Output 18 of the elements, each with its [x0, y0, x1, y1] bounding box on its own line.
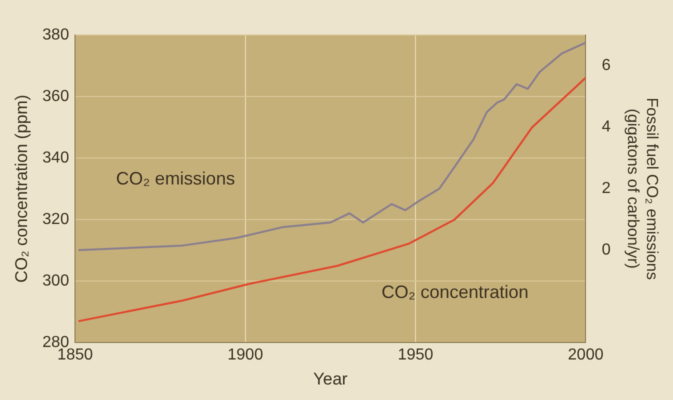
- x-tick-label: 1900: [228, 346, 264, 364]
- series-label: CO₂ concentration: [381, 282, 529, 302]
- x-axis-title: Year: [313, 369, 348, 388]
- x-tick-label: 1850: [57, 346, 93, 364]
- y-axis-title: CO₂ concentration (ppm): [12, 94, 31, 283]
- y-tick-label: 360: [42, 88, 70, 105]
- y2-tick-label: 6: [602, 57, 611, 74]
- y-tick-label: 380: [42, 26, 70, 44]
- y2-axis-title: Fossil fuel CO₂ emissions (gigatons of carbon/yr): [624, 98, 660, 280]
- x-tick-label: 2000: [568, 346, 604, 364]
- y2-tick-label: 4: [602, 118, 611, 136]
- x-tick-label: 1950: [398, 346, 434, 364]
- text: CO₂ emissions: [116, 168, 235, 188]
- y2-tick-label: 2: [602, 180, 611, 198]
- y2-tick-label: 0: [602, 242, 611, 259]
- y-tick-label: 320: [42, 210, 70, 228]
- y-tick-label: 340: [42, 149, 70, 166]
- y-tick-label: 300: [42, 272, 70, 290]
